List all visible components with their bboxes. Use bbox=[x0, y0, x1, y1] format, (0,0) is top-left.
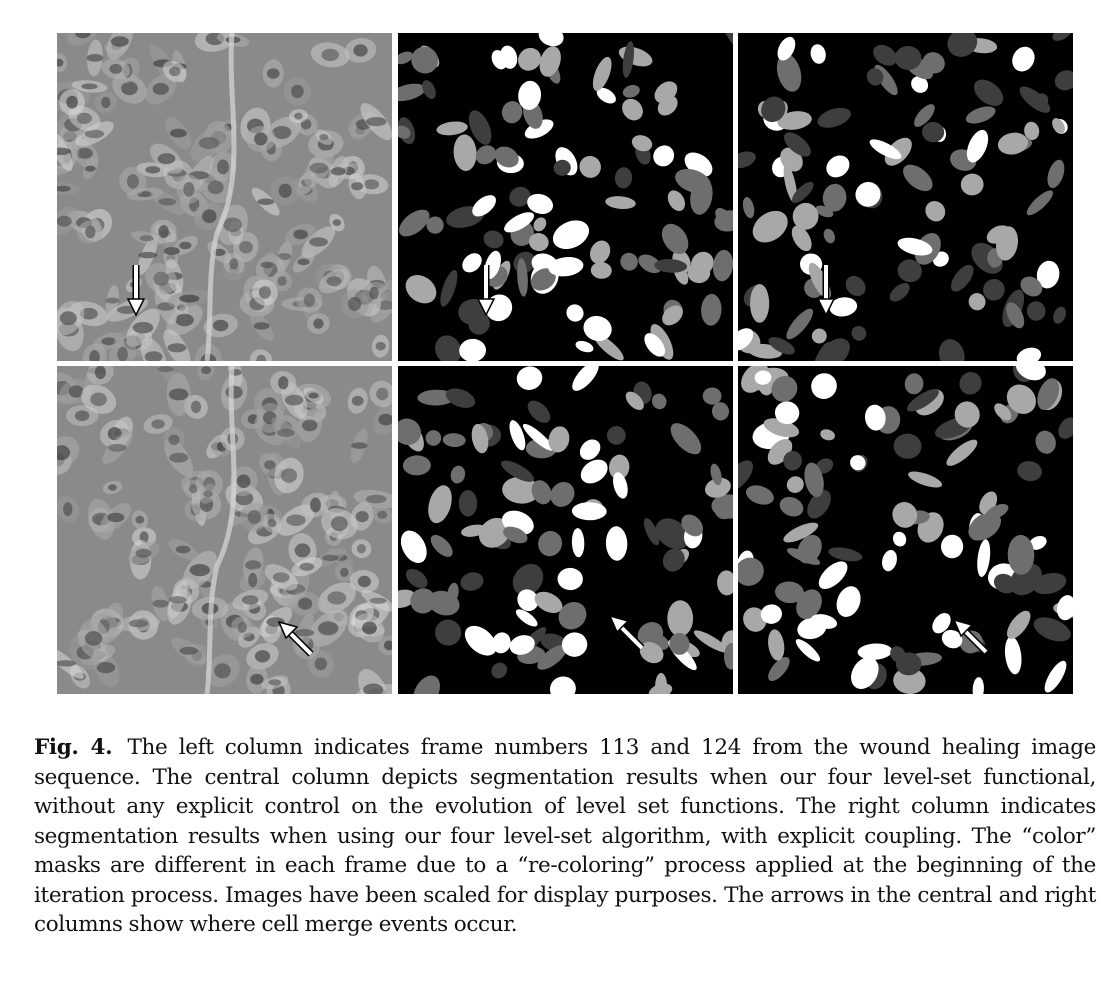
figure-caption: Fig. 4. The left column indicates frame … bbox=[34, 733, 1096, 940]
frame-124-microscopy bbox=[57, 366, 392, 694]
figure-label: Fig. 4. bbox=[34, 735, 113, 760]
frame-113-microscopy-image bbox=[57, 33, 392, 361]
frame-124-segmentation-uncoupled-image bbox=[398, 366, 733, 694]
frame-113-segmentation-uncoupled-image bbox=[398, 33, 733, 361]
frame-113-segmentation-coupled bbox=[738, 33, 1073, 361]
frame-113-microscopy bbox=[57, 33, 392, 361]
merge-arrow-icon bbox=[816, 265, 836, 317]
frame-124-segmentation-coupled-image bbox=[738, 366, 1073, 694]
frame-124-segmentation-uncoupled bbox=[398, 366, 733, 694]
frame-113-segmentation-uncoupled bbox=[398, 33, 733, 361]
frame-124-segmentation-coupled bbox=[738, 366, 1073, 694]
merge-arrow-icon bbox=[126, 265, 146, 317]
figure-caption-text: The left column indicates frame numbers … bbox=[34, 735, 1097, 937]
merge-arrow-icon bbox=[952, 618, 989, 655]
frame-124-microscopy-image bbox=[57, 366, 392, 694]
merge-arrow-icon bbox=[277, 620, 314, 657]
merge-arrow-icon bbox=[608, 614, 645, 651]
frame-113-segmentation-coupled-image bbox=[738, 33, 1073, 361]
merge-arrow-icon bbox=[476, 265, 496, 317]
